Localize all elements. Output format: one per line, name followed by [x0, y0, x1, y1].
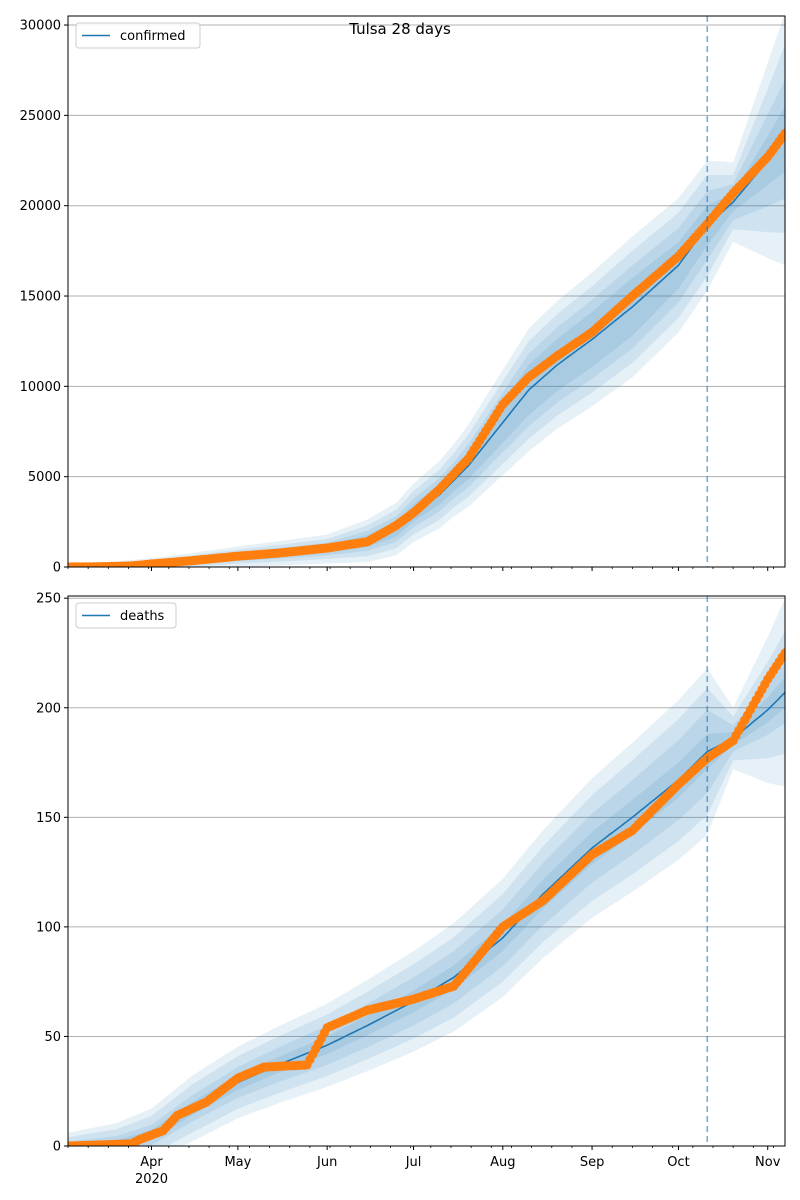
- plot-content: [68, 16, 785, 567]
- panel-deaths: 0 50 100 150 200 250 Apr May Jun Jul Aug Sep Oct Nov 2…: [36, 592, 786, 1187]
- uncertainty-band: [68, 79, 785, 567]
- y-tick-label: 0: [53, 1140, 61, 1155]
- uncertainty-band: [68, 598, 785, 1146]
- legend: deaths: [75, 602, 177, 629]
- y-tick-label: 30000: [20, 19, 61, 34]
- y-tick-label: 5000: [28, 470, 61, 485]
- x-tick-label: Sep: [580, 1155, 605, 1170]
- plot-area: [68, 596, 785, 1146]
- y-tick-label: 15000: [20, 290, 61, 305]
- observed-point: [780, 648, 785, 658]
- y-tick-label: 250: [36, 592, 61, 607]
- legend: confirmed: [75, 22, 201, 49]
- observed-point: [780, 128, 785, 138]
- legend-box: [75, 22, 201, 49]
- legend-box: [75, 602, 177, 629]
- x-tick-label: Aug: [490, 1155, 515, 1170]
- y-tick-label: 20000: [20, 199, 61, 214]
- plot-area: [68, 16, 785, 567]
- chart-title: Tulsa 28 days: [349, 20, 451, 38]
- x-tick-label: Oct: [667, 1155, 689, 1170]
- x-year-label: 2020: [135, 1172, 168, 1187]
- x-tick-label: Apr: [140, 1155, 163, 1170]
- y-tick-label: 25000: [20, 109, 61, 124]
- plot-content: [68, 598, 785, 1146]
- x-tick-label: Jul: [405, 1155, 422, 1170]
- legend-label: deaths: [120, 609, 165, 624]
- y-tick-label: 200: [36, 701, 61, 716]
- legend-label: confirmed: [120, 29, 186, 44]
- y-tick-label: 10000: [20, 380, 61, 395]
- axes-frame: [67, 595, 786, 1147]
- axes-frame: [67, 15, 786, 568]
- uncertainty-band: [68, 44, 785, 567]
- x-tick-label: Nov: [755, 1155, 781, 1170]
- y-tick-label: 0: [53, 561, 61, 576]
- panel-confirmed: 0 5000 10000 15000 20000 25000 30000 confirmed: [20, 15, 786, 576]
- y-tick-label: 150: [36, 811, 61, 826]
- x-tick-label: Jun: [316, 1155, 337, 1170]
- y-tick-label: 100: [36, 920, 61, 935]
- y-tick-label: 50: [44, 1030, 61, 1045]
- x-tick-label: May: [224, 1155, 251, 1170]
